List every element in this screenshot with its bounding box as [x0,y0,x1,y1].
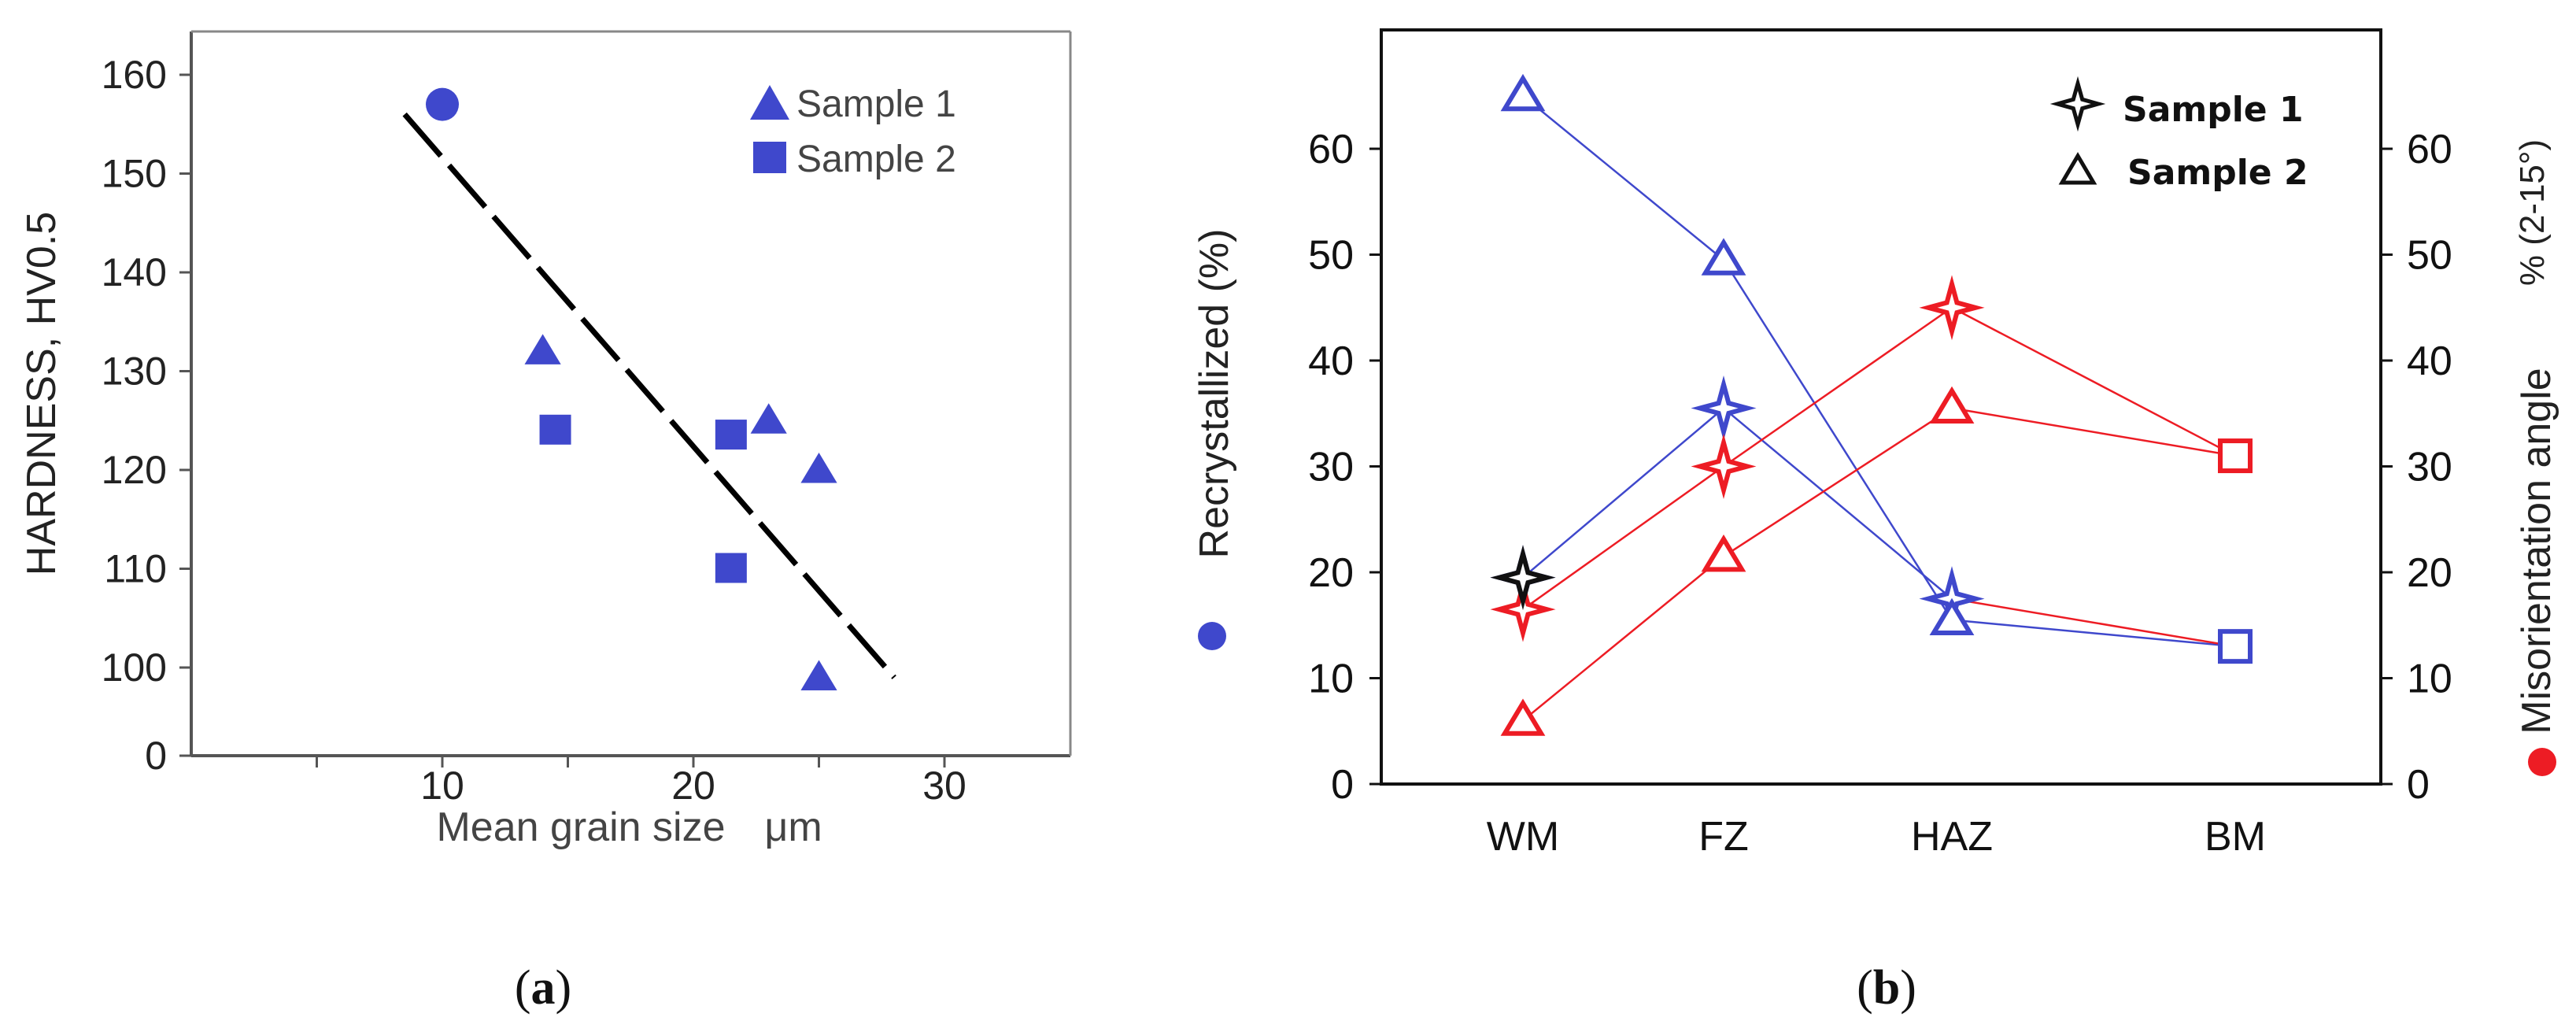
panel-b-x-tick-label: BM [2205,814,2266,860]
panel-b-x-tick-label: WM [1487,814,1559,860]
panel-b-right-y-tick-label: 30 [2407,445,2452,490]
panel-a-x-tick-label: 10 [420,764,464,808]
panel-b-triangle-marker [1929,597,1975,636]
panel-b-series-line [1522,465,1724,611]
panel-b-series-line [1522,94,1724,261]
panel-a-triangle-point [800,453,837,483]
panel-a-triangle-point [800,660,837,691]
left-axis-color-dot-icon [1198,622,1226,650]
panel-b-series-line [1723,306,1953,468]
panel-b-right-y-tick-label: 0 [2407,762,2430,808]
panel-b-left-y-tick-label: 30 [1308,445,1354,490]
panel-a-x-axis-label: Mean grain size [436,805,725,850]
panel-b-right-y-tick-label: 50 [2407,233,2452,279]
panel-b-series-line [1951,619,2236,648]
panel-a-y-tick-label: 0 [145,734,167,778]
panel-b-square-marker [2218,438,2253,474]
panel-b-letter: b [1873,961,1900,1015]
panel-b-left-y-tick-label: 0 [1331,762,1354,808]
panel-b-left-y-tick-label: 20 [1308,550,1354,596]
panel-b-series-line [1723,407,1953,557]
panel-a-triangle-point [524,334,561,364]
panel-b-right-y-label: Misorientation angle [2514,368,2559,734]
panel-a-x-tick-label: 20 [671,764,715,808]
panel-b-x-tick-label: FZ [1698,814,1749,860]
panel-b-x-tick-label: HAZ [1911,814,1993,860]
panel-b-series-line [1522,407,1724,579]
legend-triangle-outline-icon [2058,152,2097,185]
panel-b-caption: (b) [1857,961,1916,1015]
panel-a-y-axis-label: HARDNESS, HV0.5 [19,212,65,575]
panel-b-right-y-tick-label: 20 [2407,550,2452,596]
panel-b-chart: 0 10 20 30 40 50 60 0 10 20 30 40 50 60 WM FZ HAZ BM Re… [1192,28,2559,860]
panel-b-square-marker [2218,629,2253,664]
panel-b-legend-sample-2: Sample 2 [2127,153,2308,193]
panel-b-triangle-marker [1500,698,1546,736]
panel-b-triangle-marker [1701,238,1746,276]
panel-a-legend: Sample 1 Sample 2 [750,83,956,180]
legend-triangle-icon [750,85,789,120]
panel-b-star-marker [1691,434,1757,499]
panel-b-series-line [1951,407,2236,457]
panel-b-series-line [1722,259,1953,621]
panel-a-legend-sample-1: Sample 1 [796,83,956,125]
panel-a-y-tick-label: 120 [102,448,167,492]
panel-a-x-tick-label: 30 [922,764,966,808]
panel-a-y-tick-label: 150 [102,152,167,196]
panel-a-square-point [539,414,571,445]
panel-b-series-line [1951,306,2236,457]
legend-star-icon [2049,76,2106,132]
panel-b-right-y-unit: % (2-15°) [2513,139,2552,286]
panel-b-triangle-marker [1701,534,1746,572]
right-axis-color-dot-icon [2528,748,2556,776]
panel-a-y-tick-label: 160 [102,53,167,97]
panel-b-series-line [1723,407,1953,600]
panel-b-right-y-tick-label: 60 [2407,127,2452,172]
panel-b-series-line [1522,555,1724,722]
panel-b-left-y-label: Recrystallized (%) [1192,229,1237,559]
panel-a-y-tick-label: 100 [102,645,167,690]
panel-b-triangle-marker [1929,386,1975,424]
panel-b-right-y-tick-label: 40 [2407,338,2452,384]
panel-b-left-y-tick-label: 60 [1308,127,1354,172]
panel-a-square-point [715,553,747,583]
panel-b-right-y-tick-label: 10 [2407,657,2452,702]
panel-a-square-point [715,420,747,450]
panel-b-left-y-tick-label: 50 [1308,233,1354,279]
panel-a-y-tick-label: 110 [104,547,167,591]
panel-a-caption: (a) [515,961,571,1015]
panel-a-x-axis-unit: μm [764,805,822,850]
panel-a-chart: 0 100 110 120 130 140 150 160 10 20 30 HARDNESS, … [19,30,1072,850]
panel-b-plot-frame [1380,28,2382,786]
legend-square-icon [753,142,786,173]
panel-a-circle-point [426,87,459,121]
panel-a-y-tick-label: 130 [102,350,167,394]
panel-a-y-tick-label: 140 [102,250,167,294]
panel-a-triangle-point [750,403,787,434]
panel-b-left-y-tick-label: 40 [1308,338,1354,384]
panel-b-legend-sample-1: Sample 1 [2123,90,2304,130]
panel-b-left-y-tick-label: 10 [1308,657,1354,702]
panel-b-triangle-marker [1500,73,1546,112]
panel-b-extra-line [1951,597,2236,648]
panel-b-black-star-marker [1490,545,1556,611]
panel-a-legend-sample-2: Sample 2 [796,139,956,180]
panel-a-trendline [402,112,896,679]
panel-b-star-marker [1691,375,1757,441]
panel-a-letter: a [531,961,556,1015]
panel-b-legend: Sample 1 Sample 2 [2049,76,2308,193]
panel-b-star-marker [1919,275,1985,341]
